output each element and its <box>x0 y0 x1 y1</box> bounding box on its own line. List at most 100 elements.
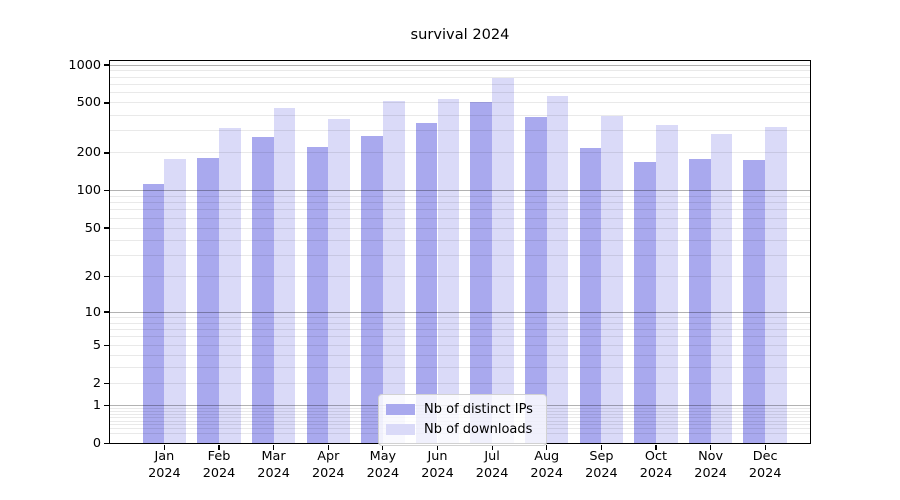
y-tick-mark <box>104 382 110 384</box>
gridline-major <box>110 64 810 66</box>
gridline-minor <box>110 114 810 116</box>
bar-downloads-nov <box>710 134 733 444</box>
bar-distinct-ips-jan <box>142 183 165 444</box>
gridline-minor <box>110 102 810 104</box>
gridline-minor <box>110 70 810 72</box>
x-tick-mark <box>600 445 602 451</box>
x-tick-label: Mar 2024 <box>257 449 290 481</box>
x-tick-label: May 2024 <box>366 449 400 481</box>
gridline-minor <box>110 84 810 85</box>
x-tick-label: Nov 2024 <box>694 449 727 481</box>
y-tick-label: 5 <box>92 337 101 353</box>
x-tick-label: Sep 2024 <box>585 449 618 481</box>
chart-title: survival 2024 <box>410 26 510 43</box>
x-tick-label: Feb 2024 <box>202 449 236 481</box>
gridline-major <box>110 190 810 192</box>
bar-distinct-ips-jun <box>415 123 438 444</box>
x-tick-mark <box>218 445 220 451</box>
legend-label-distinct-ips: Nb of distinct IPs <box>424 402 533 417</box>
bar-distinct-ips-may <box>361 135 383 444</box>
x-tick-mark <box>764 445 766 451</box>
y-tick-label: 50 <box>84 220 101 236</box>
y-tick-label: 100 <box>76 183 101 199</box>
x-tick-label: Jan 2024 <box>148 449 181 481</box>
gridline-major <box>110 311 810 313</box>
bar-distinct-ips-jul <box>470 102 493 444</box>
gridline-minor <box>110 92 810 94</box>
gridline-minor <box>110 316 810 318</box>
bar-distinct-ips-sep <box>579 148 602 444</box>
bar-distinct-ips-aug <box>524 117 547 444</box>
gridline-minor <box>110 276 810 278</box>
bar-downloads-jan <box>164 159 187 444</box>
legend-entry-distinct-ips: Nb of distinct IPs <box>386 400 538 420</box>
bar-downloads-may <box>382 100 405 444</box>
x-tick-label: Jun 2024 <box>421 449 454 481</box>
gridline-minor <box>110 202 810 204</box>
gridline-minor <box>110 328 810 330</box>
y-tick-label: 2 <box>92 375 101 391</box>
gridline-minor <box>110 217 810 219</box>
gridline-minor <box>110 336 810 338</box>
gridline-minor <box>110 227 810 229</box>
bar-distinct-ips-mar <box>251 137 274 444</box>
bar-downloads-oct <box>656 125 678 444</box>
y-tick-mark <box>104 152 110 154</box>
plot-area <box>110 61 810 444</box>
gridline-minor <box>110 322 810 324</box>
gridline-minor <box>110 130 810 132</box>
legend-swatch-distinct-ips <box>386 404 415 415</box>
gridline-minor <box>110 354 810 356</box>
y-tick-label: 10 <box>84 304 101 320</box>
y-tick-mark <box>104 227 110 229</box>
gridline-minor <box>110 366 810 368</box>
legend: Nb of distinct IPs Nb of downloads <box>378 393 547 446</box>
y-tick-mark <box>104 102 110 104</box>
x-tick-label: Jul 2024 <box>475 449 509 481</box>
y-tick-mark <box>104 404 110 406</box>
y-tick-mark <box>104 311 110 313</box>
legend-swatch-downloads <box>386 424 415 435</box>
x-tick-label: Dec 2024 <box>748 449 782 481</box>
gridline-minor <box>110 152 810 154</box>
y-tick-mark <box>104 189 110 192</box>
y-tick-label: 500 <box>76 95 101 111</box>
gridline-minor <box>110 344 810 346</box>
legend-label-downloads: Nb of downloads <box>424 422 533 437</box>
x-tick-mark <box>273 445 275 451</box>
gridline-minor <box>110 254 810 256</box>
x-tick-mark <box>327 445 329 451</box>
gridline-minor <box>110 195 810 197</box>
y-tick-mark <box>104 64 110 66</box>
x-tick-mark <box>655 445 657 451</box>
gridline-minor <box>110 209 810 211</box>
bar-distinct-ips-feb <box>197 157 219 444</box>
y-tick-label: 1 <box>92 397 101 413</box>
y-tick-label: 20 <box>84 269 101 285</box>
bar-downloads-jun <box>437 99 460 444</box>
x-tick-mark <box>163 445 166 451</box>
bar-distinct-ips-oct <box>634 162 656 444</box>
legend-entry-downloads: Nb of downloads <box>386 420 538 440</box>
bar-downloads-sep <box>601 116 624 444</box>
bar-downloads-feb <box>219 128 241 444</box>
x-tick-mark <box>546 445 548 451</box>
bar-distinct-ips-apr <box>306 146 329 444</box>
bar-downloads-aug <box>546 95 569 444</box>
bar-downloads-mar <box>273 108 296 444</box>
x-tick-mark <box>436 445 439 451</box>
x-tick-label: Oct 2024 <box>639 449 673 481</box>
gridline-minor <box>110 76 810 78</box>
y-tick-label: 200 <box>76 145 101 161</box>
x-tick-mark <box>382 445 384 451</box>
bar-downloads-dec <box>765 126 787 444</box>
y-tick-mark <box>104 442 110 444</box>
bar-downloads-jul <box>492 78 514 444</box>
y-tick-mark <box>104 275 110 278</box>
bar-distinct-ips-dec <box>743 160 766 444</box>
y-tick-label: 0 <box>92 435 101 451</box>
gridline-minor <box>110 239 810 241</box>
x-tick-mark <box>491 445 493 451</box>
x-tick-label: Apr 2024 <box>312 449 345 481</box>
